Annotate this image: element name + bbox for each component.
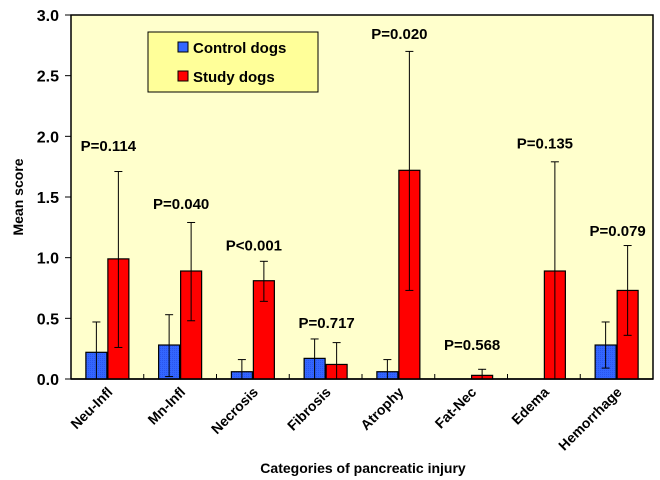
legend-swatch-control	[177, 41, 189, 53]
x-tick-label: Atrophy	[357, 384, 406, 433]
y-tick-label: 1.5	[37, 190, 59, 207]
p-value-label: P=0.135	[517, 135, 573, 152]
legend: Control dogs Study dogs	[147, 31, 319, 93]
p-value-label: P<0.001	[226, 237, 282, 254]
x-tick-label: Edema	[508, 384, 552, 428]
y-tick-label: 1.0	[37, 251, 59, 268]
p-value-label: P=0.114	[81, 138, 137, 155]
x-axis-title: Categories of pancreatic injury	[260, 460, 466, 476]
x-tick-label: Hemorrhage	[555, 384, 625, 454]
y-tick-label: 0.5	[37, 311, 59, 328]
x-tick-label: Mn-Infl	[144, 384, 188, 428]
x-axis: Neu-Infl Mn-Infl Necrosis Fibrosis Atrophy Fa…	[67, 374, 654, 454]
legend-label-study: Study dogs	[193, 69, 275, 86]
p-value-label: P=0.568	[444, 337, 500, 354]
p-value-label: P=0.020	[371, 26, 427, 43]
legend-swatch-study	[177, 70, 189, 82]
y-tick-label: 2.5	[37, 69, 59, 86]
bars-layer	[85, 50, 639, 380]
p-value-label: P=0.079	[589, 223, 645, 240]
p-value-label: P=0.040	[153, 196, 209, 213]
p-value-label: P=0.717	[298, 315, 354, 332]
annotation-layer: P=0.114 P=0.040 P<0.001 P=0.717 P=0.020 P=0.5…	[81, 26, 646, 354]
y-tick-label: 0.0	[37, 372, 59, 389]
x-tick-label: Fibrosis	[284, 384, 334, 434]
y-axis: 0.0 0.5 1.0 1.5 2.0 2.5 3.0	[37, 8, 71, 389]
x-tick-label: Neu-Infl	[67, 384, 115, 432]
legend-label-control: Control dogs	[193, 40, 286, 57]
x-tick-label: Fat-Nec	[432, 384, 480, 432]
y-tick-label: 2.0	[37, 129, 59, 146]
y-axis-title: Mean score	[10, 158, 26, 235]
legend-box	[147, 31, 319, 93]
x-tick-label: Necrosis	[208, 384, 261, 437]
y-tick-label: 3.0	[37, 8, 59, 25]
